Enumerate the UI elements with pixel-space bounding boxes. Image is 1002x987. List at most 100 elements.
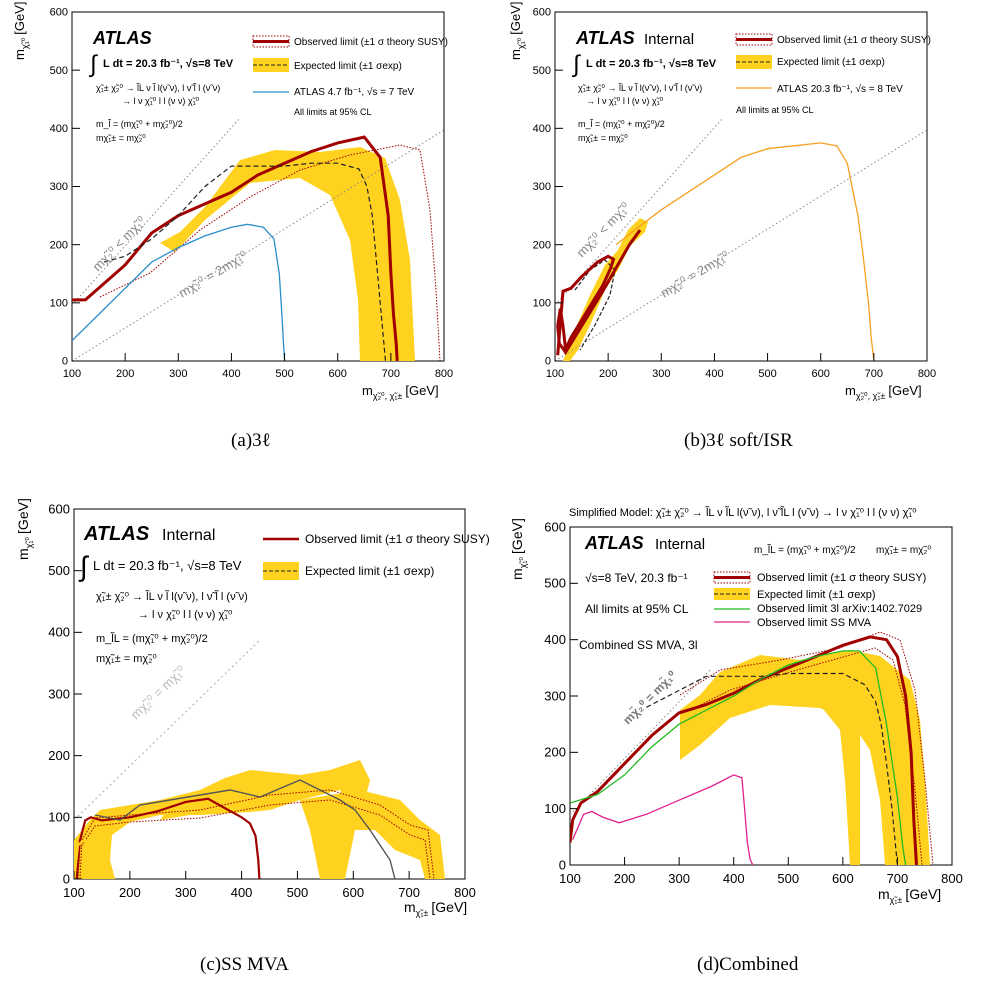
legend-observed: Observed limit (±1 σ theory SUSY) [294,37,448,48]
x-tick-label: 300 [169,368,187,380]
y-tick-label: 600 [544,519,566,534]
expected-limit-line [646,672,898,865]
y-tick-label: 500 [48,563,70,578]
expected-limit-line [94,779,396,879]
diag1-label: mχ̃₂⁰ < mχ̃₁⁰ [89,213,148,274]
y-tick-label: 500 [533,65,551,77]
process-line-4: mχ̃₁± = mχ̃₂⁰ [96,133,146,143]
observed-limit-line [72,135,399,361]
y-tick-label: 400 [50,123,68,135]
y-tick-label: 500 [50,65,68,77]
x-tick-label: 800 [918,368,936,380]
legend-expected: Expected limit (±1 σexp) [777,57,885,68]
expected-band-lower [300,790,445,879]
y-tick-label: 200 [533,239,551,251]
x-tick-label: 400 [231,885,253,900]
legend: Observed limit (±1 σ theory SUSY) Expect… [263,532,490,580]
axis-ticks: 100 200 300 400 500 600 700 8000100200300400500… [50,7,454,380]
expected-band-blob [160,795,190,820]
atlas-label: ATLAS [575,28,635,48]
atlas-label: ATLAS [92,28,152,48]
y-tick-label: 0 [559,857,566,872]
x-tick-label: 800 [454,885,476,900]
legend-observed: Observed limit (±1 σ theory SUSY) [757,572,926,584]
atlas-suffix: Internal [655,536,705,553]
caption: (a)3ℓ [231,430,271,451]
observed-limit-line [570,635,918,865]
legend-atlas8: ATLAS 20.3 fb⁻¹, √s = 8 TeV [777,83,903,95]
axis-ticks: 100 200 300 400 500 600 700 8000100200300400500… [533,7,937,380]
legend-expected: Expected limit (±1 σexp) [305,564,434,578]
y-axis-label: mχ̃₁⁰[GeV] [508,2,526,60]
y-tick-label: 600 [48,501,70,516]
x-tick-label: 700 [865,368,883,380]
x-tick-label: 700 [398,885,420,900]
expected-band [680,650,930,865]
atlas-7tev-line [72,223,286,361]
caption: (d)Combined [697,954,799,975]
legend: Observed limit (±1 σ theory SUSY) Expect… [735,33,931,115]
x-tick-label: 700 [382,368,400,380]
integral-sign: ∫ [88,51,98,78]
x-tick-label: 200 [614,871,636,886]
x-tick-label: 200 [599,368,617,380]
y-axis-label: mχ̃₁⁰[GeV] [12,2,30,60]
lumi-text: L dt = 20.3 fb⁻¹, √s=8 TeV [93,558,242,573]
x-tick-label: 500 [758,368,776,380]
x-tick-label: 100 [63,885,85,900]
x-axis-label: mχ̃₁± [GeV] [878,886,941,905]
x-tick-label: 500 [287,885,309,900]
atlas-suffix: Internal [644,31,694,48]
axis-ticks: 100 200 300 400 500 600 700 8000100200300400500… [544,519,963,886]
y-tick-label: 0 [62,356,68,368]
y-tick-label: 200 [50,239,68,251]
process-line-3: m_l̃ = (mχ̃₁⁰ + mχ̃₂⁰)/2 [578,118,665,129]
panel-b: 100 200 300 400 500 600 700 8000100200300400500… [508,2,936,451]
diag2-label: mχ̃₂⁰ = 2mχ̃₁⁰ [176,248,250,301]
legend-3l: Observed limit 3l arXiv:1402.7029 [757,603,922,615]
x-tick-label: 800 [941,871,963,886]
process-line-4: mχ̃₁± = mχ̃₂⁰ [96,653,157,665]
y-tick-label: 300 [50,181,68,193]
y-tick-label: 0 [545,356,551,368]
y-tick-label: 100 [544,801,566,816]
y-tick-label: 100 [48,810,70,825]
cl-note: All limits at 95% CL [585,602,689,616]
y-tick-label: 200 [48,748,70,763]
y-tick-label: 600 [50,7,68,19]
y-axis-label: mχ̃₁⁰[GeV] [15,498,34,560]
diagonal-guide-2 [555,129,927,361]
x-tick-label: 500 [777,871,799,886]
legend-observed: Observed limit (±1 σ theory SUSY) [305,532,490,546]
integral-sign: ∫ [571,51,581,78]
legend-expected: Expected limit (±1 σexp) [294,61,402,72]
x-axis-label: mχ̃₂⁰, χ̃₁± [GeV] [845,383,922,401]
x-tick-label: 300 [175,885,197,900]
process-line-1: χ̃₁± χ̃₂⁰ → l̃L ν l̃ l(ν̃ ν), l ν̃ l̃ l … [96,82,220,93]
x-tick-label: 800 [435,368,453,380]
y-tick-label: 300 [533,181,551,193]
legend-ssmva: Observed limit SS MVA [757,617,872,629]
panel-d: Simplified Model: χ̃₁± χ̃₂⁰ → l̃L ν l̃L … [509,506,963,975]
y-tick-label: 600 [533,7,551,19]
integral-sign: ∫ [78,551,90,582]
process-line-2: → l ν χ̃₁⁰ l l (ν ν) χ̃₁⁰ [122,96,200,106]
atlas-suffix: Internal [162,527,215,544]
lumi-text: L dt = 20.3 fb⁻¹, √s=8 TeV [586,58,717,70]
x-axis-label: mχ̃₂⁰, χ̃₁± [GeV] [362,383,439,401]
combined-label: Combined SS MVA, 3l [579,638,698,652]
diagonal-guide-1 [74,639,261,821]
legend: Observed limit (±1 σ theory SUSY) Expect… [713,571,926,629]
x-tick-label: 100 [546,368,564,380]
diag1-label: mχ̃₂⁰ = mχ̃₁⁰ [128,663,189,722]
atlas-8tev-line [615,142,875,361]
process-line-1: χ̃₁± χ̃₂⁰ → l̃L ν l̃ l(ν̃ ν), l ν̃ l̃ l … [96,590,248,603]
y-tick-label: 200 [544,745,566,760]
x-tick-label: 700 [887,871,909,886]
y-tick-label: 100 [533,298,551,310]
diagonal-guide-1 [72,117,241,306]
observed-limit-line [556,229,642,356]
observed-upper [679,631,934,865]
x-tick-label: 500 [275,368,293,380]
caption: (c)SS MVA [200,954,289,975]
